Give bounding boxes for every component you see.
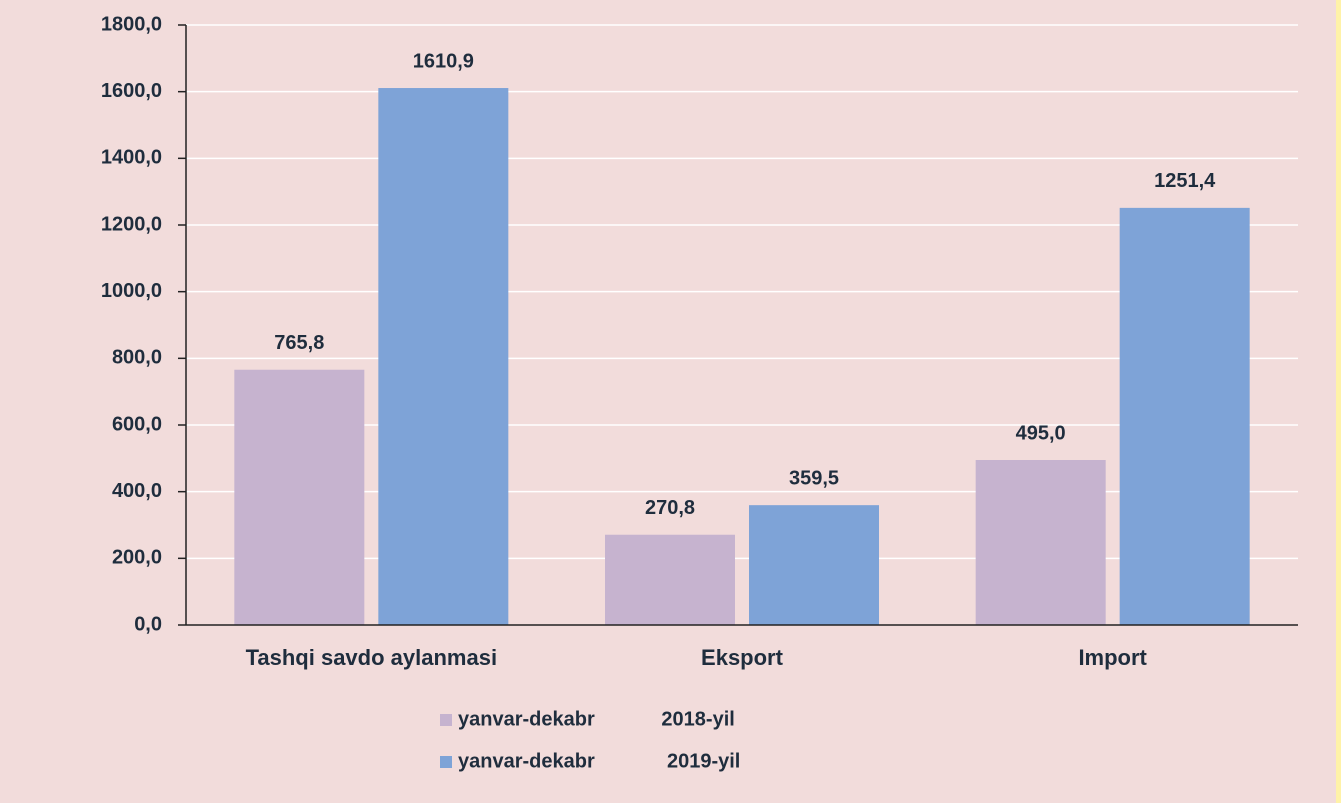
y-tick-label: 1200,0 (101, 213, 162, 235)
bar (605, 534, 735, 625)
y-tick-label: 800,0 (112, 347, 162, 369)
y-tick-label: 400,0 (112, 480, 162, 502)
bar (1119, 207, 1250, 625)
data-label: 1610,9 (413, 50, 474, 72)
legend-label: yanvar-dekabr 2019-yil (458, 750, 740, 772)
data-label: 270,8 (645, 497, 695, 519)
y-tick-label: 0,0 (134, 613, 162, 635)
data-label: 359,5 (789, 467, 839, 489)
legend-label: yanvar-dekabr 2018-yil (458, 708, 735, 730)
bar (378, 88, 509, 626)
y-tick-label: 1400,0 (101, 147, 162, 169)
legend-swatch (440, 756, 452, 768)
data-label: 495,0 (1016, 422, 1066, 444)
y-tick-label: 1800,0 (101, 13, 162, 35)
x-tick-label: Eksport (701, 645, 784, 670)
bar (234, 369, 365, 625)
data-label: 1251,4 (1154, 170, 1216, 192)
bar (749, 505, 879, 625)
data-label: 765,8 (274, 332, 324, 354)
y-tick-label: 1000,0 (101, 280, 162, 302)
bar (975, 460, 1106, 625)
edge (1336, 0, 1341, 803)
y-tick-label: 600,0 (112, 413, 162, 435)
x-tick-label: Import (1078, 645, 1147, 670)
y-tick-label: 200,0 (112, 547, 162, 569)
x-tick-label: Tashqi savdo aylanmasi (246, 645, 497, 670)
y-tick-label: 1600,0 (101, 80, 162, 102)
legend-swatch (440, 714, 452, 726)
